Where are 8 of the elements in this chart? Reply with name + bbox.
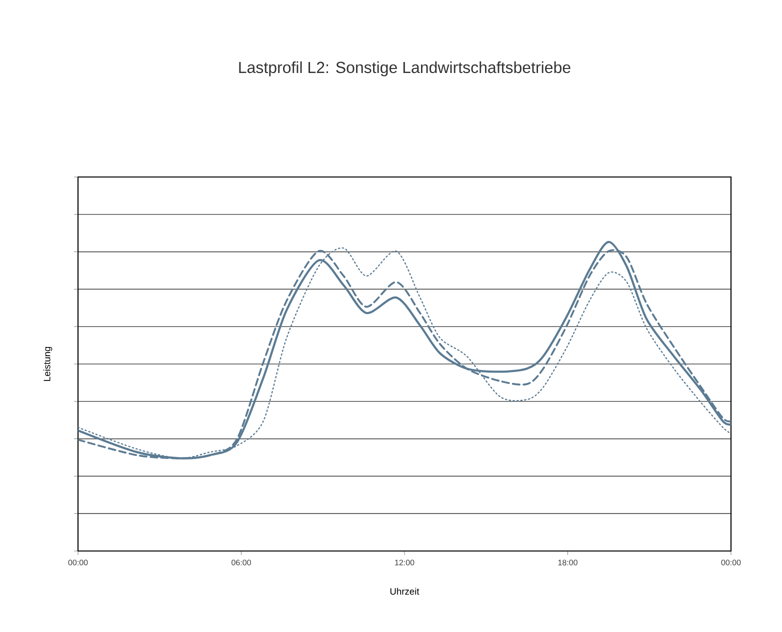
x-tick-label: 00:00 bbox=[721, 560, 741, 566]
chart-title: Lastprofil L2: Sonstige Landwirtschaftsbetriebe bbox=[239, 61, 570, 76]
y-axis-title: Leistung bbox=[43, 346, 52, 381]
x-tick-label: 18:00 bbox=[558, 560, 578, 566]
x-tick-label: 06:00 bbox=[232, 560, 251, 566]
x-axis-title: Uhrzeit bbox=[390, 588, 420, 595]
x-tick-label: 00:00 bbox=[68, 560, 88, 566]
x-tick-label: 12:00 bbox=[395, 560, 414, 566]
